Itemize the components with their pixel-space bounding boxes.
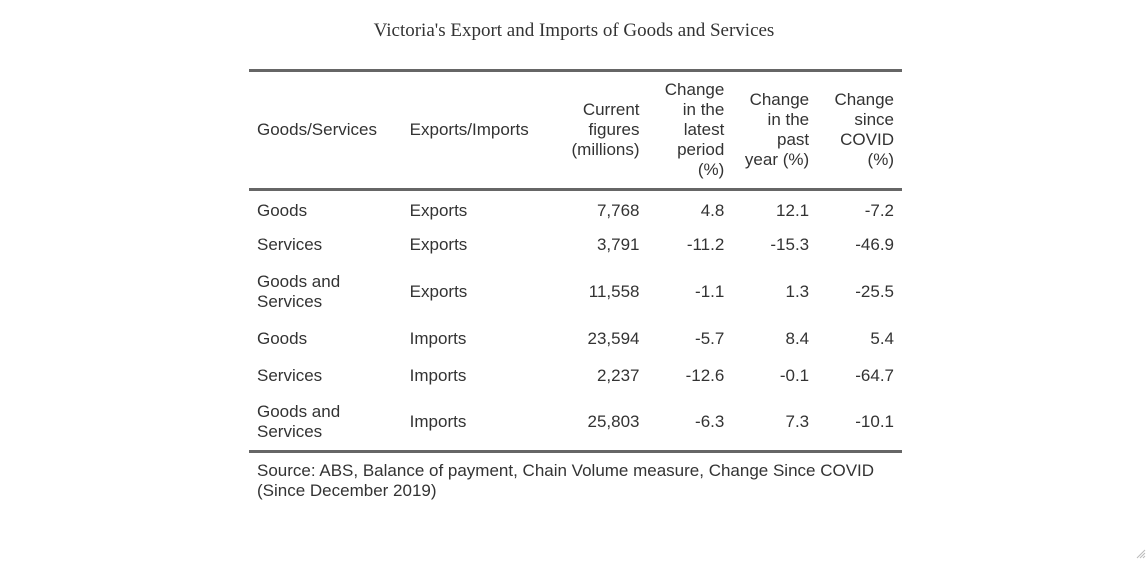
table-row: Services Exports 3,791 -11.2 -15.3 -46.9 — [249, 227, 902, 264]
resize-handle-icon[interactable] — [1134, 547, 1146, 559]
cell-change-since-covid: -10.1 — [855, 412, 894, 432]
cell-change-past-year: 7.3 — [785, 412, 810, 432]
cell-goods-services: Services — [257, 235, 323, 254]
cell-change-latest-period: -5.7 — [695, 329, 725, 348]
header-row: Goods/Services Exports/Imports Current f… — [249, 70, 902, 191]
cell-current-figures: 2,237 — [596, 366, 640, 385]
data-table: Goods/Services Exports/Imports Current f… — [249, 69, 902, 501]
table-row: Services Imports 2,237 -12.6 -0.1 -64.7 — [249, 358, 902, 395]
cell-change-since-covid: -7.2 — [864, 200, 894, 220]
table-source-note: Source: ABS, Balance of payment, Chain V… — [257, 461, 875, 500]
cell-goods-services: Goods and Services — [257, 402, 341, 442]
column-header-change-latest-period: Change in the latest period (%) — [647, 70, 733, 191]
table-row: Goods Exports 7,768 4.8 12.1 -7.2 — [249, 190, 902, 227]
cell-change-latest-period: -12.6 — [685, 366, 725, 385]
cell-change-since-covid: -64.7 — [855, 366, 894, 385]
cell-current-figures: 7,768 — [596, 200, 640, 220]
cell-change-latest-period: -11.2 — [686, 235, 725, 254]
cell-change-since-covid: -46.9 — [855, 235, 894, 254]
column-header-current-figures: Current figures (millions) — [553, 70, 648, 191]
cell-change-past-year: 1.3 — [785, 282, 810, 301]
cell-current-figures: 23,594 — [587, 329, 640, 348]
column-header-change-since-covid: Change since COVID (%) — [817, 70, 902, 191]
column-header-change-past-year: Change in the past year (%) — [732, 70, 818, 191]
cell-goods-services: Goods and Services — [257, 272, 341, 311]
table-row: Goods and Services Imports 25,803 -6.3 7.3 -1… — [249, 395, 902, 452]
table-body: Goods Exports 7,768 4.8 12.1 -7.2 Services Expo… — [249, 190, 902, 452]
table-row: Goods and Services Exports 11,558 -1.1 1.3 -2… — [249, 264, 902, 321]
cell-current-figures: 3,791 — [596, 235, 640, 254]
column-header-goods-services: Goods/Services — [249, 70, 402, 191]
cell-change-latest-period: -1.1 — [695, 282, 725, 301]
cell-exports-imports: Exports — [409, 235, 468, 254]
cell-goods-services: Goods — [257, 200, 308, 220]
cell-current-figures: 11,558 — [588, 282, 640, 301]
column-header-exports-imports: Exports/Imports — [401, 70, 554, 191]
cell-exports-imports: Imports — [409, 366, 467, 385]
cell-goods-services: Goods — [257, 329, 308, 348]
cell-change-since-covid: -25.5 — [855, 282, 894, 301]
cell-change-since-covid: 5.4 — [870, 329, 894, 348]
cell-exports-imports: Imports — [409, 412, 467, 432]
cell-exports-imports: Exports — [409, 200, 468, 220]
cell-change-latest-period: -6.3 — [695, 412, 725, 432]
cell-exports-imports: Imports — [409, 329, 467, 348]
cell-change-past-year: 12.1 — [776, 200, 810, 220]
cell-current-figures: 25,803 — [587, 412, 640, 432]
cell-change-past-year: 8.4 — [785, 329, 810, 348]
cell-change-past-year: -15.3 — [770, 235, 810, 254]
cell-change-latest-period: 4.8 — [700, 200, 725, 220]
table-row: Goods Imports 23,594 -5.7 8.4 5.4 — [249, 321, 902, 358]
cell-goods-services: Services — [257, 366, 323, 385]
cell-exports-imports: Exports — [409, 282, 468, 301]
chart-title: Victoria's Export and Imports of Goods a… — [373, 20, 775, 41]
cell-change-past-year: -0.1 — [779, 366, 810, 385]
